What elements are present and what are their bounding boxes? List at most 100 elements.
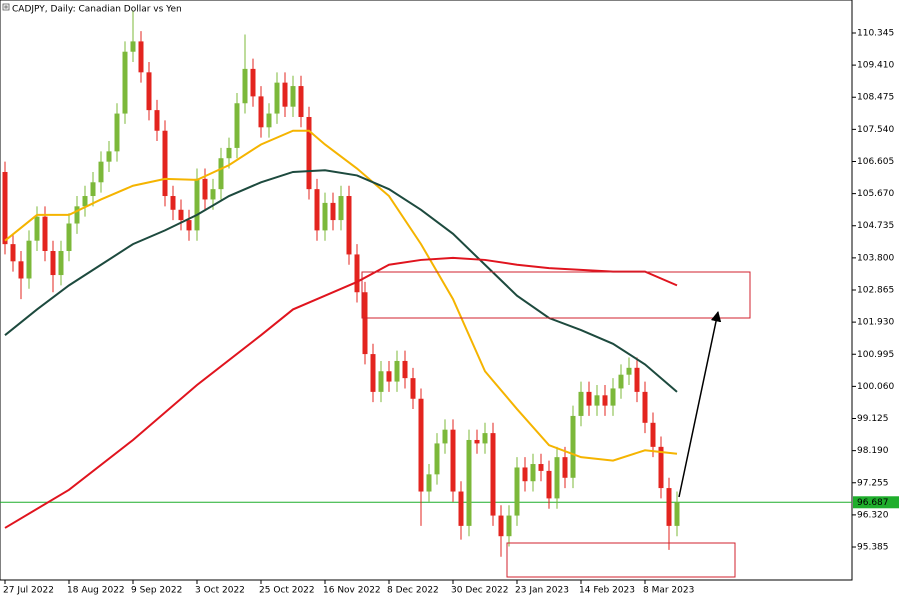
candle-body xyxy=(546,470,552,499)
candle-body xyxy=(266,113,272,128)
candle-body xyxy=(554,457,560,499)
x-tick-label: 3 Oct 2022 xyxy=(195,586,245,596)
candle-body xyxy=(418,398,424,492)
x-tick-label: 30 Dec 2022 xyxy=(451,586,509,596)
candle-body xyxy=(442,429,448,444)
candle-body xyxy=(658,446,664,489)
candle-body xyxy=(18,261,24,279)
current-price-label: 96.687 xyxy=(857,498,889,508)
candle-body xyxy=(210,189,216,200)
candle-body xyxy=(122,51,128,114)
candle-body xyxy=(514,467,520,516)
candle-body xyxy=(434,443,440,475)
plot-frame xyxy=(0,0,853,581)
candle-body xyxy=(274,82,280,114)
candle-body xyxy=(170,196,176,210)
candle-body xyxy=(10,244,16,262)
candle-body xyxy=(362,292,368,355)
y-tick-label: 107.540 xyxy=(857,125,894,135)
y-tick-label: 100.995 xyxy=(857,350,894,360)
candle-body xyxy=(522,467,528,482)
candle-body xyxy=(498,515,504,537)
y-tick-label: 106.605 xyxy=(857,157,894,167)
candle-body xyxy=(402,360,408,379)
candle-body xyxy=(250,68,256,97)
y-tick-label: 96.320 xyxy=(857,510,889,520)
candle-body xyxy=(450,429,456,492)
candle-body xyxy=(490,433,496,516)
support-zone xyxy=(506,542,736,578)
candle-body xyxy=(298,86,304,117)
resistance-zone xyxy=(361,271,751,319)
candle-body xyxy=(146,72,152,111)
y-tick-label: 95.385 xyxy=(857,543,889,553)
y-tick-label: 101.930 xyxy=(857,318,894,328)
candle-body xyxy=(426,474,432,492)
y-tick-label: 109.410 xyxy=(857,61,894,71)
candle-body xyxy=(650,422,656,447)
candle-body xyxy=(130,41,136,52)
candle-body xyxy=(578,391,584,416)
candle-body xyxy=(602,395,608,406)
candle-body xyxy=(26,240,32,279)
x-tick-label: 27 Jul 2022 xyxy=(3,586,54,596)
candle-body xyxy=(66,223,72,252)
candle-body xyxy=(562,457,568,478)
x-tick-label: 14 Feb 2023 xyxy=(579,586,635,596)
candle-body xyxy=(386,371,392,382)
candle-body xyxy=(618,374,624,389)
x-tick-label: 8 Dec 2022 xyxy=(387,586,439,596)
candle-body xyxy=(162,130,168,197)
candle-body xyxy=(138,41,144,73)
x-tick-label: 8 Mar 2023 xyxy=(643,586,694,596)
candle-body xyxy=(114,113,120,152)
x-tick-label: 23 Jan 2023 xyxy=(515,586,569,596)
y-tick-label: 105.670 xyxy=(857,189,894,199)
candle-body xyxy=(74,206,80,224)
candle-body xyxy=(378,371,384,392)
y-tick-label: 99.125 xyxy=(857,414,889,424)
candle-body xyxy=(570,415,576,478)
candle-body xyxy=(218,158,224,190)
candle-body xyxy=(82,196,88,207)
candle-body xyxy=(594,395,600,406)
candle-body xyxy=(202,178,208,200)
moving-average xyxy=(4,169,678,393)
chart-title: CADJPY, Daily: Canadian Dollar vs Yen xyxy=(12,5,182,15)
candle-body xyxy=(282,82,288,107)
candle-body xyxy=(178,209,184,221)
y-tick-label: 100.060 xyxy=(857,382,894,392)
candle-body xyxy=(322,202,328,231)
candle-body xyxy=(98,161,104,183)
candle-body xyxy=(354,254,360,293)
candle-body xyxy=(530,464,536,482)
candle-body xyxy=(226,147,232,159)
candle-body xyxy=(482,433,488,444)
current-price-box xyxy=(853,496,899,509)
candle-body xyxy=(50,251,56,276)
candle-body xyxy=(666,488,672,526)
projection-arrow xyxy=(678,310,722,498)
moving-average xyxy=(4,129,678,462)
y-tick-label: 103.800 xyxy=(857,253,894,263)
candle-body xyxy=(634,367,640,392)
x-tick-label: 25 Oct 2022 xyxy=(259,586,315,596)
candle-body xyxy=(330,202,336,221)
candle-body xyxy=(466,439,472,526)
candle-body xyxy=(370,354,376,392)
candle-body xyxy=(626,367,632,375)
candle-body xyxy=(186,220,192,231)
candle-body xyxy=(258,96,264,128)
candle-body xyxy=(194,178,200,231)
candle-body xyxy=(2,171,8,245)
y-tick-label: 110.345 xyxy=(857,28,894,38)
candle-body xyxy=(154,110,160,131)
candle-body xyxy=(34,216,40,241)
candle-body xyxy=(242,68,248,104)
candle-body xyxy=(338,196,344,221)
x-tick-label: 9 Sep 2022 xyxy=(131,586,182,596)
symbol-icon xyxy=(2,3,10,11)
candle-body xyxy=(90,182,96,197)
